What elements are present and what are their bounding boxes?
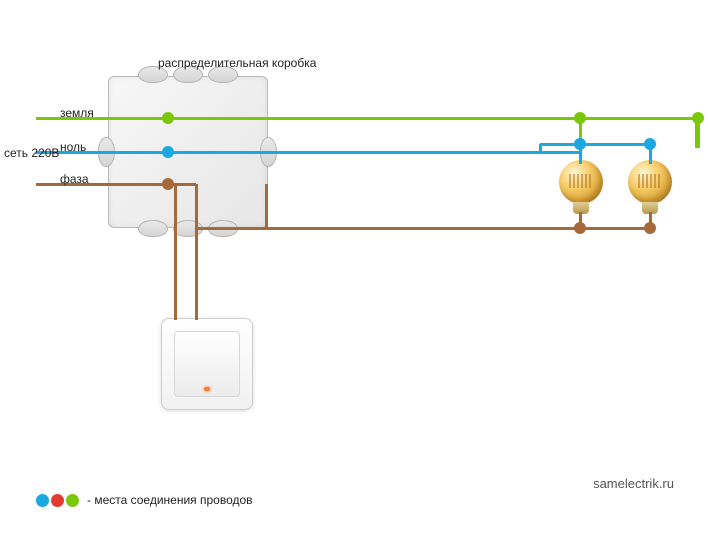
wire-neutral-to-bulbs (540, 143, 654, 146)
bulb-2 (628, 160, 672, 218)
attribution: samelectrik.ru (593, 476, 674, 491)
junction-phase-box (162, 178, 174, 190)
wire-neutral-main (36, 151, 580, 154)
wire-phase-v-join (195, 184, 198, 228)
switch-led-icon (204, 387, 210, 391)
junction-earth-bulb1 (574, 112, 586, 124)
bulb-filament-icon (638, 174, 662, 188)
junction-phase-bulb1 (574, 222, 586, 234)
wire-phase-box-drop (265, 184, 268, 228)
junction-earth-box (162, 112, 174, 124)
label-neutral: ноль (60, 140, 86, 154)
wire-phase-in (36, 183, 148, 186)
junction-phase-bulb2 (644, 222, 656, 234)
wire-phase-down1 (174, 184, 177, 320)
label-phase: фаза (60, 172, 89, 186)
junction-neutral-bulb2 (644, 138, 656, 150)
wire-phase-return2 (266, 227, 650, 230)
wall-switch (161, 318, 253, 410)
junction-box-port (138, 220, 168, 237)
junction-neutral-box (162, 146, 174, 158)
junction-earth-right (692, 112, 704, 124)
label-mains: сеть 220В (4, 146, 59, 160)
wire-earth-main (36, 117, 700, 120)
legend: - места соединения проводов (36, 493, 253, 507)
bulb-1 (559, 160, 603, 218)
label-junction-box: распределительная коробка (158, 56, 316, 70)
legend-dot-icon (51, 494, 64, 507)
legend-dot-icon (36, 494, 49, 507)
label-earth: земля (60, 106, 94, 120)
bulb-filament-icon (569, 174, 593, 188)
legend-text: - места соединения проводов (87, 493, 253, 507)
legend-dot-icon (66, 494, 79, 507)
junction-neutral-bulb1 (574, 138, 586, 150)
